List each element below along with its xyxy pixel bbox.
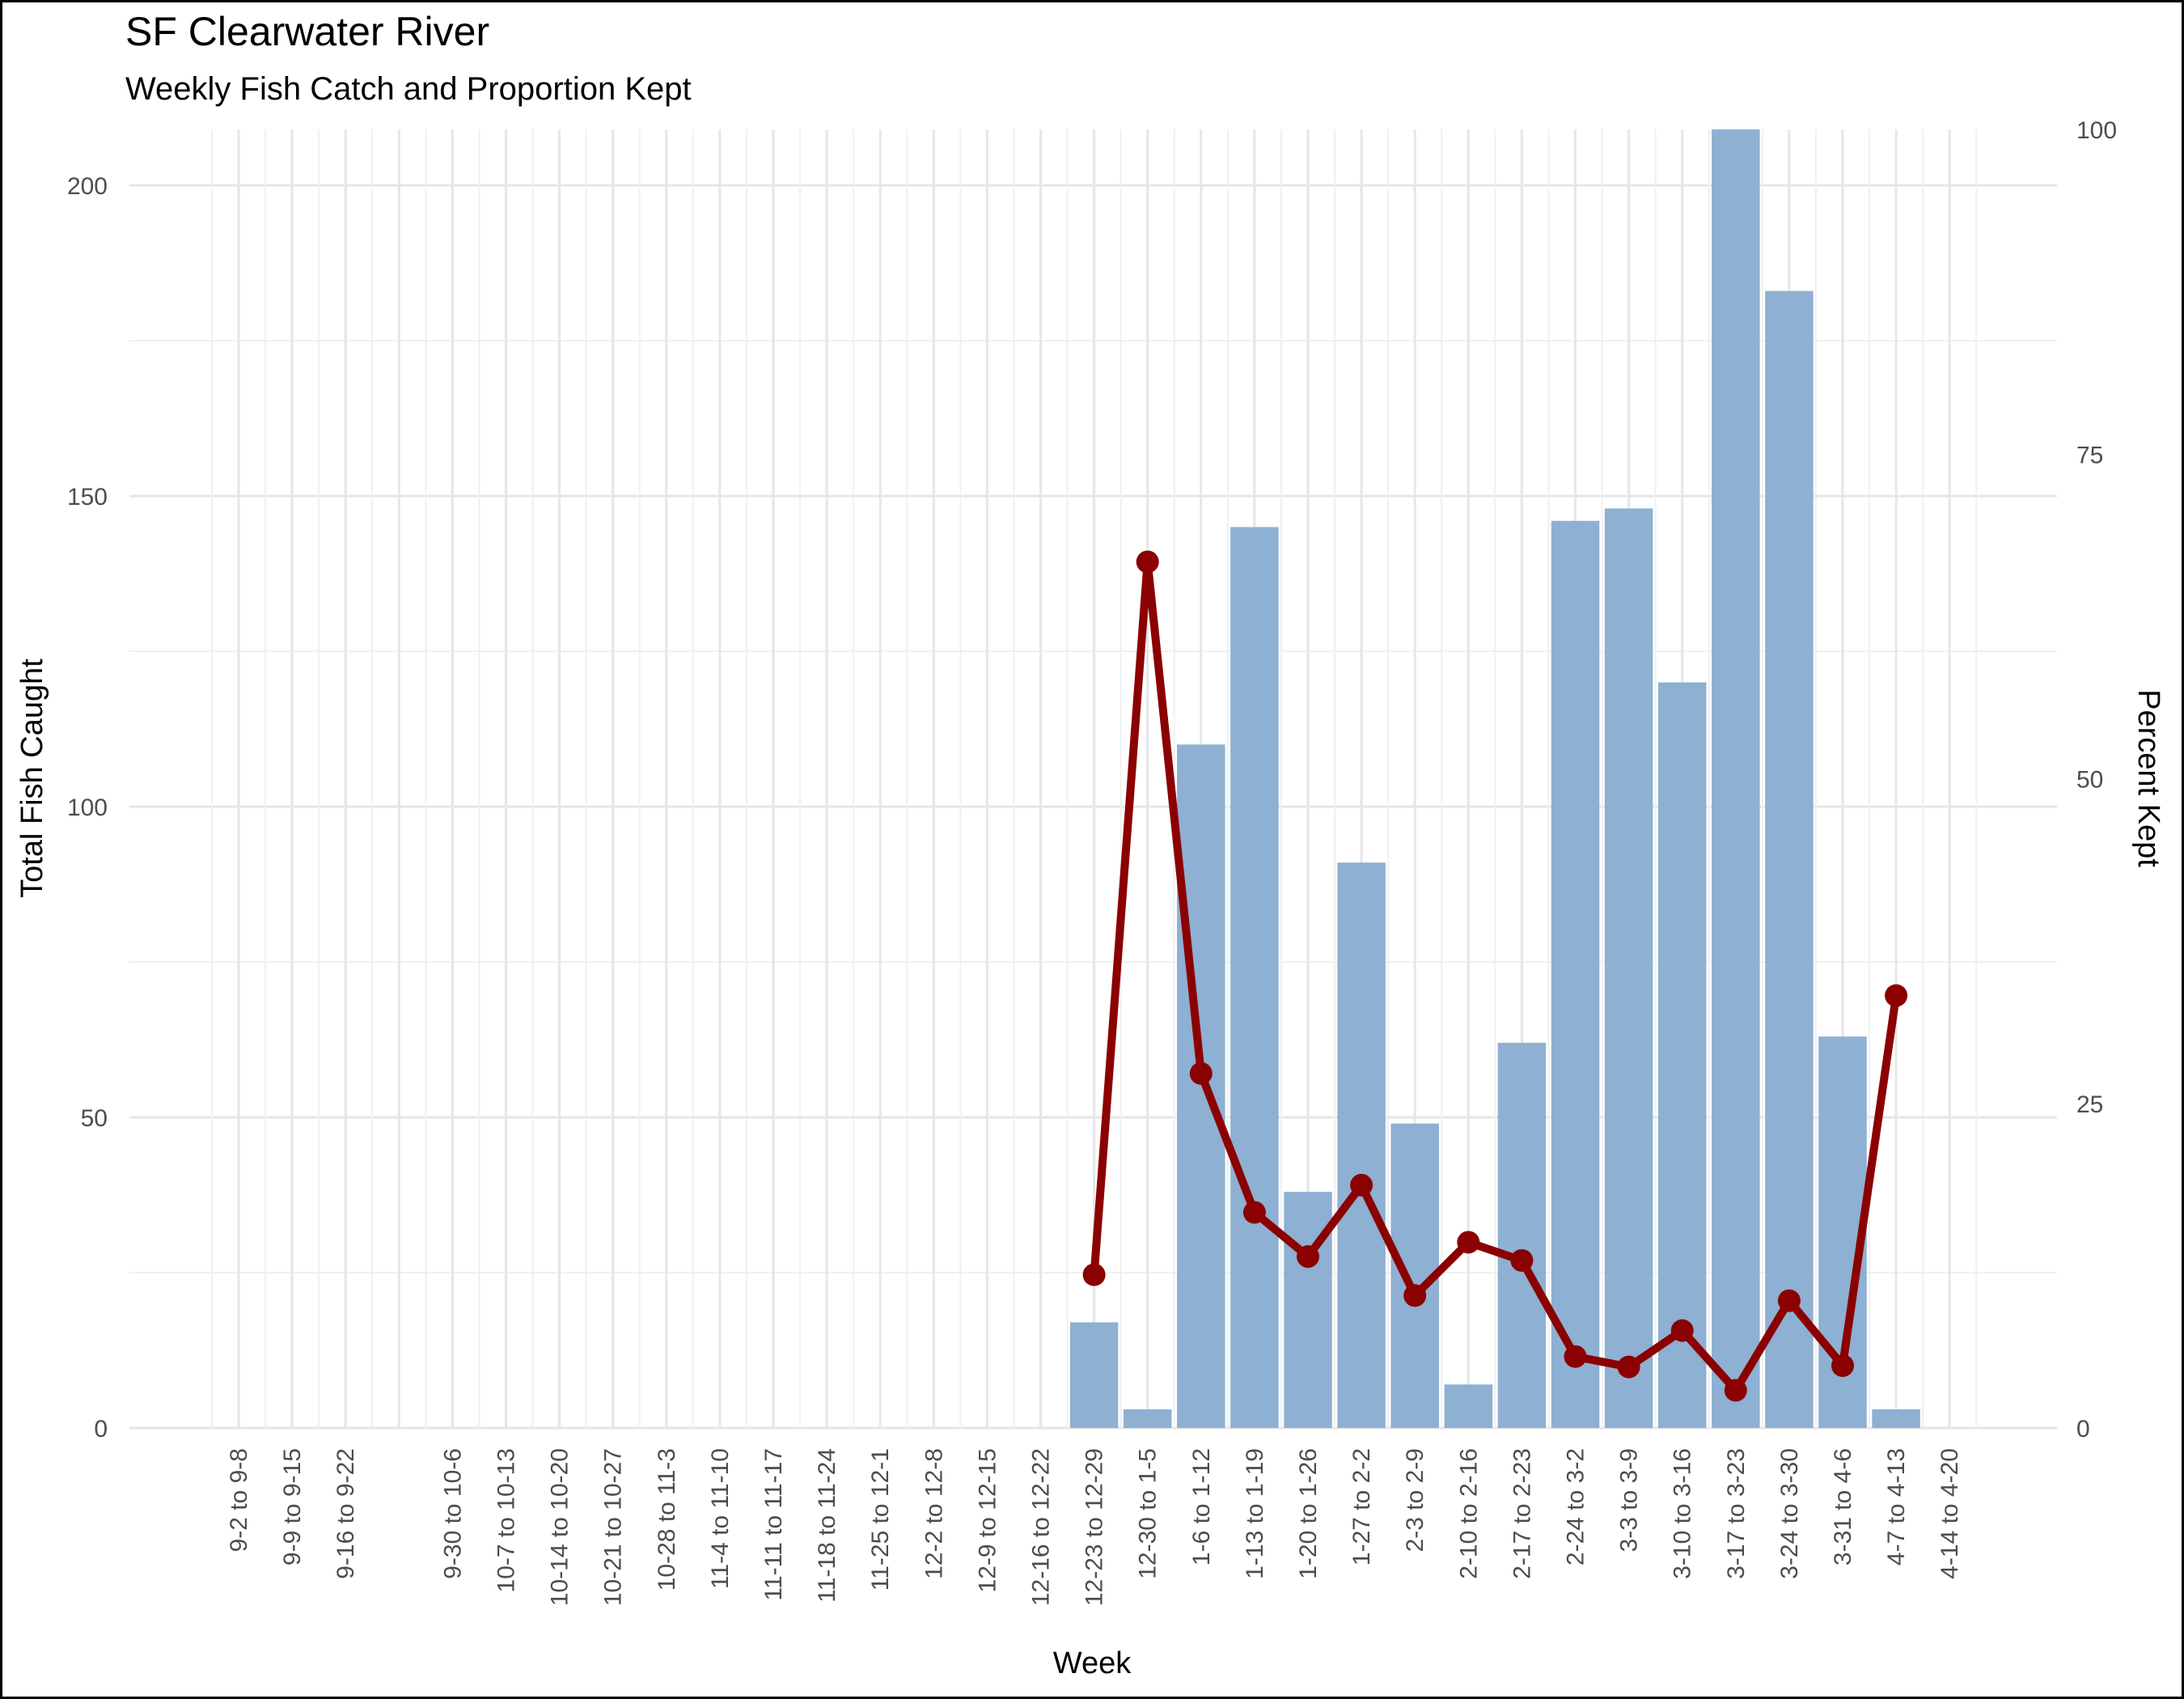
chart-title: SF Clearwater River bbox=[125, 9, 490, 54]
bar bbox=[1444, 1384, 1493, 1428]
bar bbox=[1872, 1409, 1920, 1428]
x-tick-label: 9-30 to 10-6 bbox=[439, 1448, 466, 1579]
percent-kept-point bbox=[1082, 1263, 1106, 1286]
x-tick-label: 11-25 to 12-1 bbox=[867, 1448, 894, 1591]
y2-tick-label: 75 bbox=[2076, 442, 2103, 468]
percent-kept-point bbox=[1297, 1245, 1319, 1269]
bar bbox=[1551, 520, 1600, 1428]
line-series bbox=[1082, 550, 1908, 1402]
y-tick-label: 0 bbox=[94, 1416, 108, 1443]
right-axis-ticks: 0 25 50 75 100 bbox=[2076, 117, 2117, 1443]
bar bbox=[1230, 527, 1279, 1428]
x-tick-label: 3-31 to 4-6 bbox=[1830, 1448, 1856, 1566]
x-tick-label: 1-13 to 1-19 bbox=[1242, 1448, 1268, 1579]
x-tick-label: 4-7 to 4-13 bbox=[1883, 1448, 1910, 1566]
x-tick-label: 3-24 to 3-30 bbox=[1776, 1448, 1803, 1579]
percent-kept-point bbox=[1457, 1231, 1480, 1254]
y-tick-label: 150 bbox=[67, 484, 108, 511]
x-tick-label: 2-10 to 2-16 bbox=[1455, 1448, 1482, 1579]
x-tick-label: 3-17 to 3-23 bbox=[1723, 1448, 1750, 1579]
percent-kept-point bbox=[1885, 984, 1908, 1007]
x-tick-label: 9-9 to 9-15 bbox=[279, 1448, 306, 1566]
y2-axis-title: Percent Kept bbox=[2131, 689, 2165, 867]
bar bbox=[1657, 682, 1707, 1428]
percent-kept-point bbox=[1350, 1173, 1373, 1197]
left-axis-ticks: 0 50 100 150 200 bbox=[67, 173, 108, 1443]
x-tick-label: 2-17 to 2-23 bbox=[1509, 1448, 1535, 1579]
x-tick-label: 12-16 to 12-22 bbox=[1028, 1448, 1055, 1606]
y2-tick-label: 0 bbox=[2076, 1416, 2090, 1443]
x-tick-label: 10-28 to 11-3 bbox=[654, 1448, 680, 1591]
x-tick-label: 11-4 to 11-10 bbox=[707, 1448, 734, 1589]
y2-tick-label: 100 bbox=[2076, 117, 2117, 144]
x-tick-label: 12-9 to 12-15 bbox=[974, 1448, 1001, 1592]
x-tick-label: 1-27 to 2-2 bbox=[1348, 1448, 1375, 1566]
y-tick-label: 200 bbox=[67, 173, 108, 200]
bar bbox=[1497, 1042, 1547, 1428]
bar bbox=[1765, 290, 1814, 1429]
x-tick-label: 10-14 to 10-20 bbox=[547, 1448, 574, 1606]
x-tick-label: 2-3 to 2-9 bbox=[1402, 1448, 1428, 1552]
bar-series bbox=[1069, 129, 1920, 1429]
percent-kept-line bbox=[1090, 557, 1901, 1395]
percent-kept-point bbox=[1777, 1289, 1801, 1312]
x-tick-label: 1-20 to 1-26 bbox=[1295, 1448, 1322, 1579]
x-tick-label: 10-21 to 10-27 bbox=[600, 1448, 627, 1606]
y2-tick-label: 25 bbox=[2076, 1091, 2103, 1118]
y-axis-title: Total Fish Caught bbox=[15, 659, 49, 898]
x-tick-label: 11-18 to 11-24 bbox=[814, 1448, 840, 1603]
y2-tick-label: 50 bbox=[2076, 767, 2103, 794]
x-tick-label: 10-7 to 10-13 bbox=[493, 1448, 520, 1592]
percent-kept-point bbox=[1617, 1355, 1640, 1379]
bar bbox=[1177, 744, 1225, 1428]
x-tick-label: 1-6 to 1-12 bbox=[1188, 1448, 1215, 1566]
percent-kept-point bbox=[1136, 550, 1159, 574]
x-tick-label: 11-11 to 11-17 bbox=[760, 1448, 787, 1600]
percent-kept-point bbox=[1403, 1284, 1427, 1307]
percent-kept-point bbox=[1831, 1354, 1854, 1377]
x-tick-label: 12-2 to 12-8 bbox=[921, 1448, 947, 1579]
bar bbox=[1604, 508, 1653, 1428]
chart-subtitle: Weekly Fish Catch and Proportion Kept bbox=[125, 71, 692, 107]
y-tick-label: 50 bbox=[81, 1105, 108, 1132]
bar bbox=[1284, 1192, 1332, 1428]
x-tick-label: 4-14 to 4-20 bbox=[1936, 1448, 1963, 1579]
x-tick-label: 9-2 to 9-8 bbox=[226, 1448, 252, 1552]
bar bbox=[1123, 1409, 1172, 1428]
x-axis-title: Week bbox=[1053, 1646, 1132, 1680]
percent-kept-point bbox=[1242, 1201, 1266, 1224]
x-axis-ticks: 9-2 to 9-8 9-9 to 9-15 9-16 to 9-22 9-30 to… bbox=[226, 1448, 1963, 1606]
percent-kept-point bbox=[1724, 1379, 1747, 1402]
x-tick-label: 2-24 to 3-2 bbox=[1563, 1448, 1589, 1566]
y-tick-label: 100 bbox=[67, 794, 108, 821]
percent-kept-point bbox=[1564, 1345, 1587, 1368]
percent-kept-point bbox=[1189, 1061, 1213, 1085]
x-tick-label: 3-3 to 3-9 bbox=[1616, 1448, 1643, 1552]
x-tick-label: 3-10 to 3-16 bbox=[1670, 1448, 1696, 1579]
percent-kept-point bbox=[1510, 1248, 1534, 1272]
x-tick-label: 12-30 to 1-5 bbox=[1135, 1448, 1162, 1579]
percent-kept-point bbox=[1670, 1319, 1694, 1342]
bar bbox=[1337, 862, 1386, 1428]
x-tick-label: 9-16 to 9-22 bbox=[332, 1448, 359, 1579]
x-tick-label: 12-23 to 12-29 bbox=[1081, 1448, 1108, 1606]
bar bbox=[1712, 129, 1760, 1428]
bar bbox=[1069, 1322, 1119, 1428]
